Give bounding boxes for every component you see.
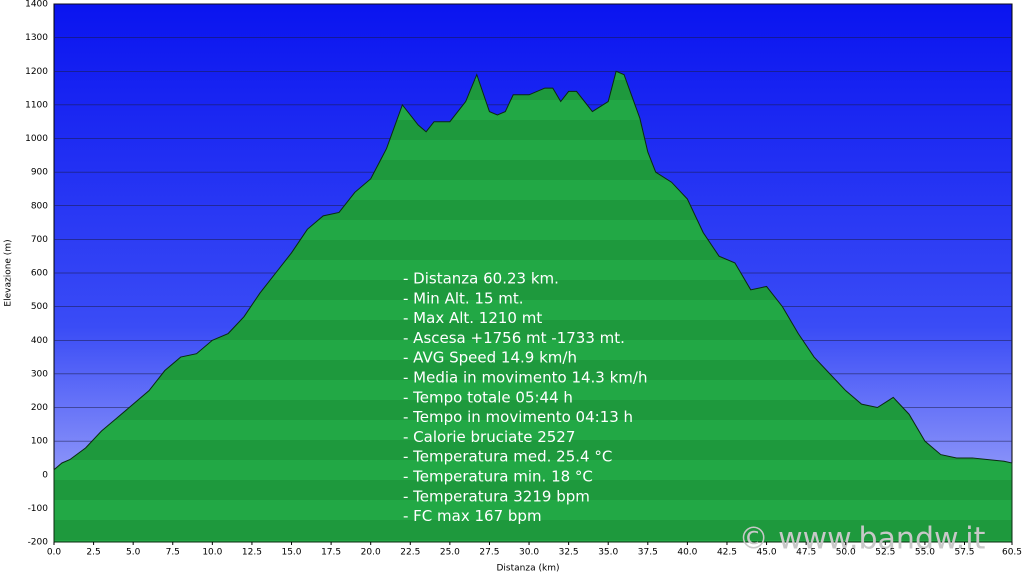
annotation: - Temperatura med. 25.4 °C xyxy=(403,448,612,466)
y-tick-label: -200 xyxy=(28,538,49,548)
x-tick-label: 0.0 xyxy=(47,548,62,558)
x-tick-label: 25.0 xyxy=(440,548,460,558)
x-tick-label: 40.0 xyxy=(677,548,697,558)
annotation: - Temperatura min. 18 °C xyxy=(403,468,593,486)
x-tick-label: 12.5 xyxy=(242,548,262,558)
x-tick-label: 52.5 xyxy=(875,548,895,558)
y-tick-label: 1000 xyxy=(25,134,48,144)
annotation: - FC max 167 bpm xyxy=(403,507,542,525)
annotation: - AVG Speed 14.9 km/h xyxy=(403,349,577,367)
annotation: - Media in movimento 14.3 km/h xyxy=(403,369,647,387)
x-tick-label: 22.5 xyxy=(400,548,420,558)
y-tick-label: 0 xyxy=(42,470,48,480)
y-tick-label: 1400 xyxy=(25,0,48,10)
x-tick-label: 42.5 xyxy=(717,548,737,558)
x-tick-label: 47.5 xyxy=(796,548,816,558)
x-tick-label: 27.5 xyxy=(479,548,499,558)
annotation: - Calorie bruciate 2527 xyxy=(403,428,575,446)
y-tick-label: -100 xyxy=(28,504,49,514)
x-tick-label: 5.0 xyxy=(126,548,141,558)
annotation: - Tempo in movimento 04:13 h xyxy=(403,408,633,426)
x-axis-label: Distanza (km) xyxy=(497,564,560,574)
x-tick-label: 60.5 xyxy=(1002,548,1022,558)
y-tick-label: 700 xyxy=(31,235,48,245)
annotation: - Min Alt. 15 mt. xyxy=(403,289,524,307)
x-tick-label: 17.5 xyxy=(321,548,341,558)
annotation: - Max Alt. 1210 mt xyxy=(403,309,542,327)
x-tick-label: 2.5 xyxy=(86,548,100,558)
y-tick-label: 1200 xyxy=(25,67,48,77)
watermark: © www.bandw.it xyxy=(739,522,986,557)
x-tick-label: 20.0 xyxy=(361,548,381,558)
y-tick-label: 1100 xyxy=(25,100,48,110)
y-tick-label: 300 xyxy=(31,369,48,379)
y-tick-label: 900 xyxy=(31,168,48,178)
x-tick-label: 32.5 xyxy=(559,548,579,558)
y-tick-label: 100 xyxy=(31,437,48,447)
annotation: - Tempo totale 05:44 h xyxy=(403,388,573,406)
y-tick-label: 600 xyxy=(31,269,48,279)
x-tick-label: 57.5 xyxy=(954,548,974,558)
x-tick-label: 35.0 xyxy=(598,548,618,558)
annotation: - Distanza 60.23 km. xyxy=(403,270,559,288)
x-tick-label: 30.0 xyxy=(519,548,539,558)
annotation: - Ascesa +1756 mt -1733 mt. xyxy=(403,329,625,347)
x-tick-label: 10.0 xyxy=(202,548,222,558)
y-tick-label: 1300 xyxy=(25,33,48,43)
y-tick-label: 800 xyxy=(31,201,48,211)
y-tick-label: 400 xyxy=(31,336,48,346)
x-tick-label: 15.0 xyxy=(281,548,301,558)
x-tick-label: 37.5 xyxy=(638,548,658,558)
elevation-area xyxy=(53,70,1013,543)
x-tick-label: 7.5 xyxy=(166,548,180,558)
y-tick-label: 200 xyxy=(31,403,48,413)
y-axis-label: Elevazione (m) xyxy=(4,239,14,306)
y-tick-label: 500 xyxy=(31,302,48,312)
x-tick-label: 45.0 xyxy=(757,548,777,558)
x-tick-label: 50.0 xyxy=(836,548,856,558)
annotation: - Temperatura 3219 bpm xyxy=(403,487,590,505)
x-tick-label: 55.0 xyxy=(915,548,935,558)
